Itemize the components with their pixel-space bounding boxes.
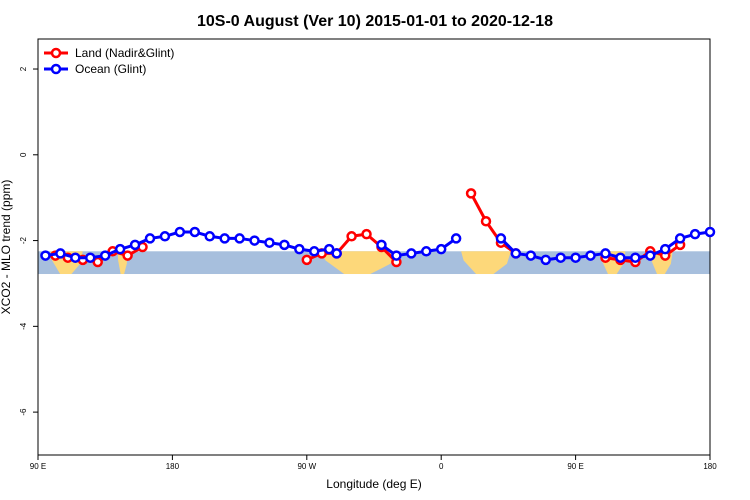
legend: Land (Nadir&Glint) Ocean (Glint) [44, 46, 174, 76]
data-point [615, 252, 626, 263]
series-layer [40, 188, 716, 268]
data-point [159, 231, 171, 242]
data-point [540, 254, 551, 266]
x-tick-label: 90 W [297, 462, 316, 471]
y-axis-label: XCO2 - MLO trend (ppm) [0, 180, 13, 315]
data-point [659, 243, 671, 255]
data-point [465, 188, 477, 199]
data-point [376, 239, 387, 251]
data-point [555, 252, 566, 263]
data-point [570, 252, 581, 263]
legend-label: Land (Nadir&Glint) [75, 46, 174, 60]
data-point [249, 235, 260, 246]
data-point [129, 239, 141, 251]
data-point [122, 250, 133, 261]
data-point [189, 226, 201, 238]
data-point [585, 250, 596, 261]
data-point [361, 228, 372, 240]
legend-label: Ocean (Glint) [75, 62, 146, 76]
data-point [294, 243, 305, 255]
data-point [309, 246, 320, 257]
land-region [461, 251, 511, 275]
x-tick-label: 0 [439, 462, 444, 471]
data-point [704, 226, 716, 238]
data-point [55, 248, 66, 259]
data-point [85, 252, 96, 263]
data-point [323, 243, 335, 255]
data-point [630, 252, 641, 263]
data-point [525, 250, 537, 261]
data-point [689, 228, 701, 240]
series-ocean [40, 226, 716, 266]
data-point [600, 248, 611, 259]
chart-title: 10S-0 August (Ver 10) 2015-01-01 to 2020… [197, 13, 553, 30]
data-point [480, 216, 492, 227]
x-tick-label: 90 E [567, 462, 583, 471]
data-point [144, 233, 156, 244]
data-point [495, 233, 507, 244]
data-point [234, 233, 245, 244]
data-point [421, 246, 432, 257]
series-line [469, 192, 517, 255]
data-point [450, 233, 462, 244]
y-tick-label: -4 [19, 322, 28, 330]
data-point [391, 250, 402, 261]
data-point [40, 250, 51, 261]
y-tick-label: -6 [19, 408, 28, 416]
legend-marker [50, 63, 62, 75]
data-point [70, 252, 81, 263]
data-point [301, 254, 313, 266]
data-point [204, 231, 215, 242]
x-axis: 90 E 180 90 W 0 90 E 180 [30, 455, 717, 471]
x-axis-label: Longitude (deg E) [326, 477, 421, 491]
y-tick-label: 0 [19, 152, 28, 157]
y-axis: 2 0 -2 -4 -6 [19, 66, 38, 416]
data-point [674, 233, 686, 244]
data-point [331, 248, 342, 259]
plot-frame [37, 38, 711, 456]
x-tick-label: 90 E [30, 462, 46, 471]
data-point [219, 233, 230, 244]
legend-marker [50, 47, 62, 59]
data-point [435, 243, 447, 255]
data-point [510, 248, 522, 259]
x-tick-label: 180 [166, 462, 180, 471]
data-point [279, 239, 290, 251]
data-point [174, 226, 186, 238]
y-tick-label: -2 [19, 236, 28, 244]
data-point [346, 231, 357, 242]
data-point [264, 237, 275, 248]
data-point [645, 250, 656, 261]
data-point [99, 250, 111, 261]
data-point [114, 243, 126, 255]
y-tick-label: 2 [19, 66, 28, 71]
x-tick-label: 180 [703, 462, 717, 471]
data-point [406, 248, 417, 259]
